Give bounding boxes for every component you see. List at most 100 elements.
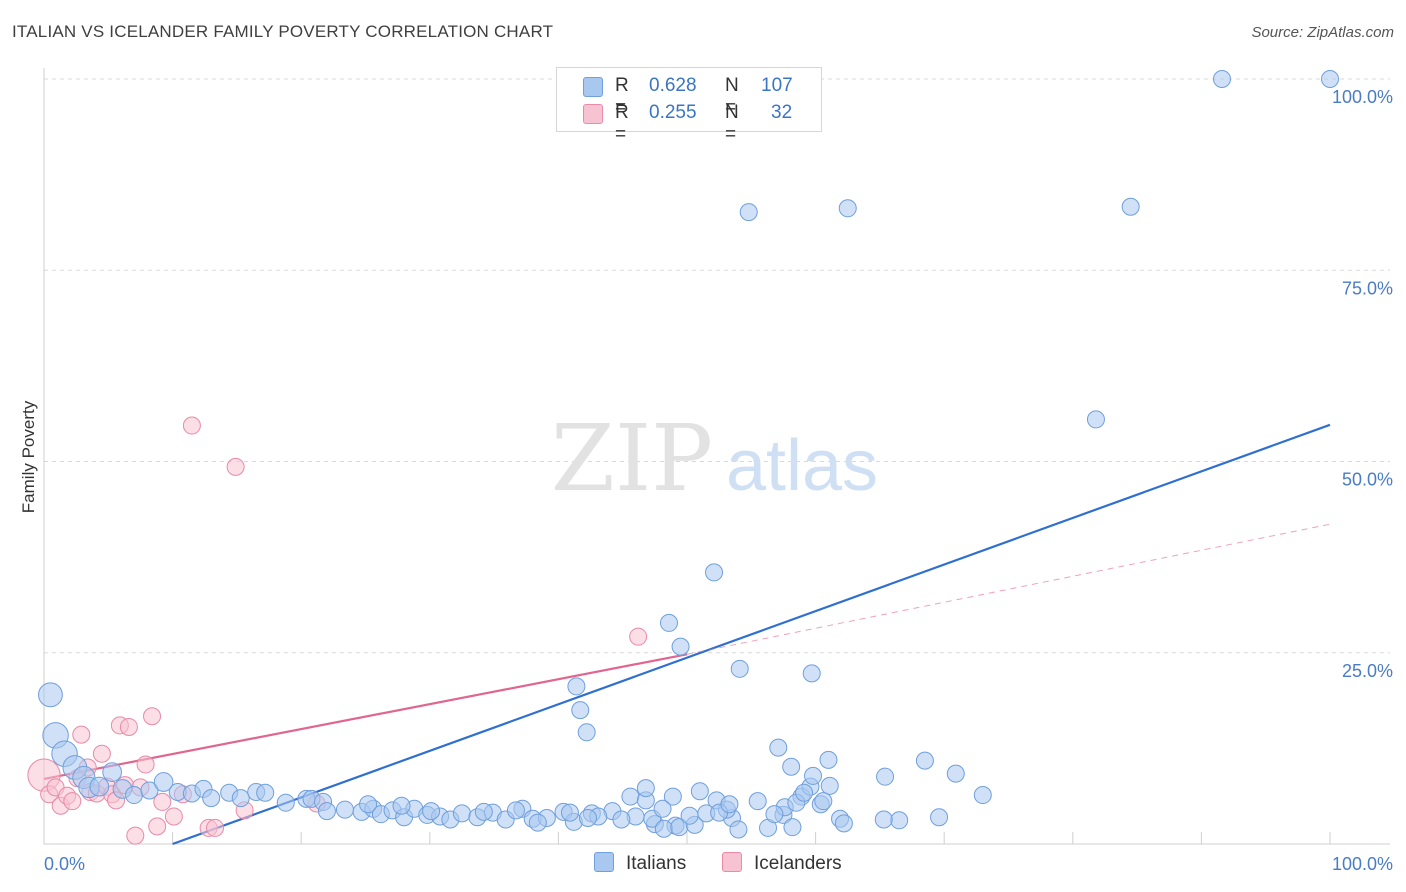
icelanders-swatch [583,104,603,124]
italians-point [690,782,709,801]
italians-point [671,637,690,656]
icelanders-point [182,416,201,435]
y-axis-label: Family Poverty [19,400,38,513]
italians-point [125,786,144,805]
italians-point [876,767,895,786]
italians-point [820,776,839,795]
icelanders-n-label: N = [725,102,739,145]
italians-point [663,787,682,806]
icelanders-point [143,707,162,726]
icelanders-trendline-extension [686,523,1331,655]
italians-n-label: N = [725,75,739,118]
italians-point [528,813,547,832]
icelanders-r-value: 0.255 [649,102,697,123]
italians-points [38,70,1339,839]
italians-point [359,795,378,814]
italians-point [1212,70,1231,88]
italians-point [1121,197,1140,216]
italians-point [654,819,673,838]
italians-point [705,563,724,582]
italians-point [769,738,788,757]
icelanders-legend-swatch [722,852,742,872]
icelanders-point [164,807,183,826]
italians-point [915,751,934,770]
italians-point [653,799,672,818]
italians-point [659,613,678,632]
y-tick-label: 25.0% [1342,661,1393,681]
italians-point [571,701,590,720]
italians-point [422,802,441,821]
italians-point [930,808,949,827]
italians-point [730,659,749,678]
watermark: ZIP atlas [551,405,878,512]
italians-n-value: 107 [761,75,793,96]
italians-point [153,772,174,792]
y-tick-label: 100.0% [1332,87,1393,107]
y-tick-label: 75.0% [1342,278,1393,298]
italians-point [506,801,525,820]
italians-point [452,804,471,823]
italians-point [1321,70,1339,88]
icelanders-point [126,826,145,845]
italians-point [720,795,739,814]
x-tick-label: 0.0% [44,854,85,874]
italians-point [804,766,823,785]
italians-point [335,800,354,819]
italians-point [782,757,801,776]
italians-point [783,818,802,837]
watermark-zip: ZIP [551,405,713,512]
icelanders-point [72,725,91,744]
y-tick-label: 50.0% [1342,470,1393,490]
icelanders-point [226,457,245,476]
italians-point [795,783,814,802]
icelanders-point [136,755,155,774]
italians-point [317,802,336,821]
italians-point [474,802,493,821]
icelanders-point [153,792,172,811]
italians-point [973,786,992,805]
italians-point [636,779,655,798]
italians-point [276,793,295,812]
italians-point [256,783,275,802]
italians-point [838,199,857,218]
source-label: Source: ZipAtlas.com [1251,24,1394,41]
icelanders-point [206,818,225,837]
italians-point [802,664,821,683]
axis-labels: 25.0% 50.0% 75.0% 100.0% 0.0% 100.0% Family Po… [19,87,1393,874]
italians-trendline [172,423,1331,846]
italians-point [946,764,965,783]
bottom-legend-icelanders: Icelanders [722,852,842,875]
italians-point [739,203,758,222]
axes [43,68,1390,845]
icelanders-point [63,792,82,811]
icelanders-legend-label: Icelanders [754,853,842,874]
italians-point [578,808,597,827]
italians-point [231,789,250,808]
italians-point [612,810,631,829]
italians-point [102,762,123,782]
italians-r-value: 0.628 [649,75,697,96]
icelanders-point [92,744,111,763]
watermark-atlas: atlas [726,426,878,506]
italians-point [890,811,909,830]
chart-title: ITALIAN VS ICELANDER FAMILY POVERTY CORR… [12,22,554,41]
bottom-legend-italians: Italians [594,852,686,875]
italians-point [89,776,110,797]
icelanders-point [148,817,167,836]
italians-point [680,806,699,825]
icelanders-r-label: R = [615,102,629,145]
italians-point [202,789,221,808]
italians-point [577,723,596,742]
italians-point [621,787,640,806]
italians-point [874,810,893,829]
correlation-legend: R = 0.628 N = 107 R = 0.255 N = 32 [556,67,822,145]
italians-r-label: R = [615,75,629,118]
italians-legend-swatch [594,852,614,872]
gridlines [44,78,1390,654]
italians-point [834,814,853,833]
italians-point [567,677,586,696]
x-tick-label: 100.0% [1332,854,1393,874]
italians-point [140,781,159,800]
icelanders-point [119,717,138,736]
